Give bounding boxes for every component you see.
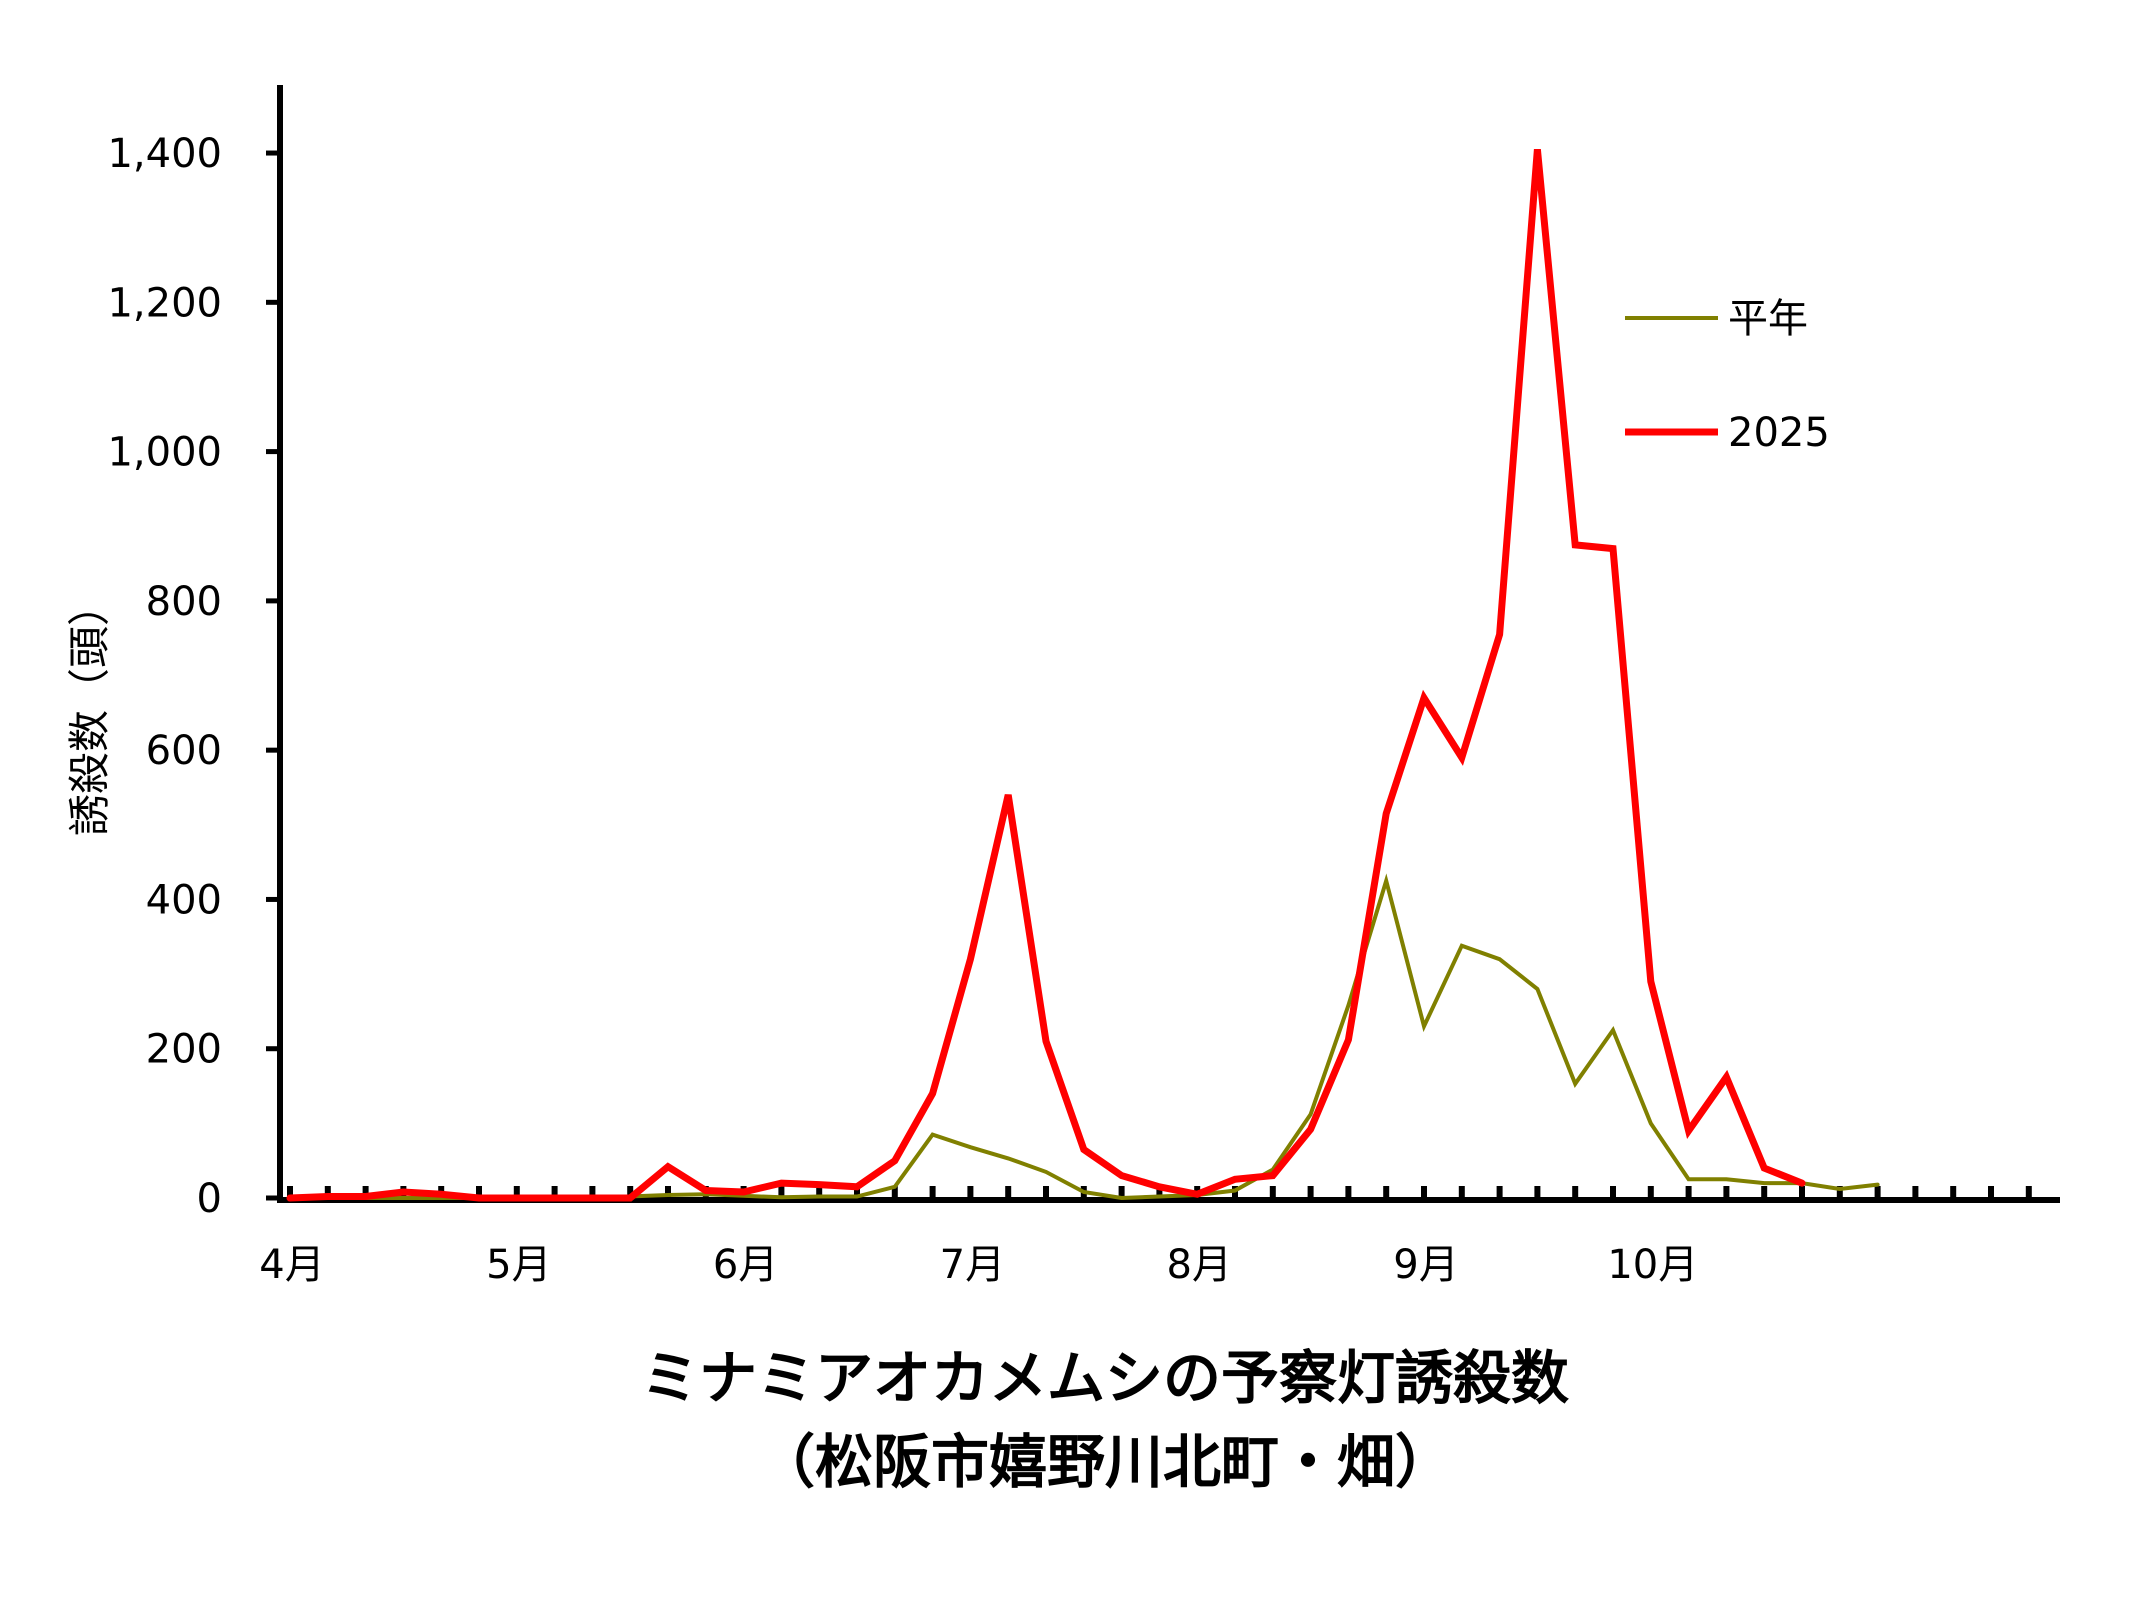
x-tick-label: 4月 [259, 1242, 324, 1288]
y-tick-label: 1,200 [107, 280, 222, 326]
legend-label: 2025 [1728, 410, 1830, 456]
y-tick-label: 600 [146, 728, 222, 774]
y-tick-label: 1,000 [107, 430, 222, 476]
legend: 平年 2025 [1625, 296, 1830, 456]
y-tick-label: 800 [146, 579, 222, 625]
x-tick-label: 6月 [713, 1242, 778, 1288]
x-tick-label: 7月 [940, 1242, 1005, 1288]
chart-title: ミナミアオカメムシの予察灯誘殺数 [641, 1344, 1569, 1412]
x-tick-label: 5月 [486, 1242, 551, 1288]
chart-subtitle: （松阪市嬉野川北町・畑） [757, 1428, 1453, 1496]
y-tick-label: 200 [146, 1027, 222, 1073]
x-tick-label: 9月 [1393, 1242, 1458, 1288]
legend-label: 平年 [1728, 296, 1808, 342]
y-tick-label: 400 [146, 877, 222, 923]
x-tick-label: 10月 [1607, 1242, 1698, 1288]
series-line-2025 [286, 148, 1806, 1202]
y-axis-title: 誘殺数（頭） [65, 584, 114, 836]
x-tick-label: 8月 [1166, 1242, 1231, 1288]
y-tick-label: 1,400 [107, 131, 222, 177]
y-tick-label: 0 [197, 1176, 222, 1222]
